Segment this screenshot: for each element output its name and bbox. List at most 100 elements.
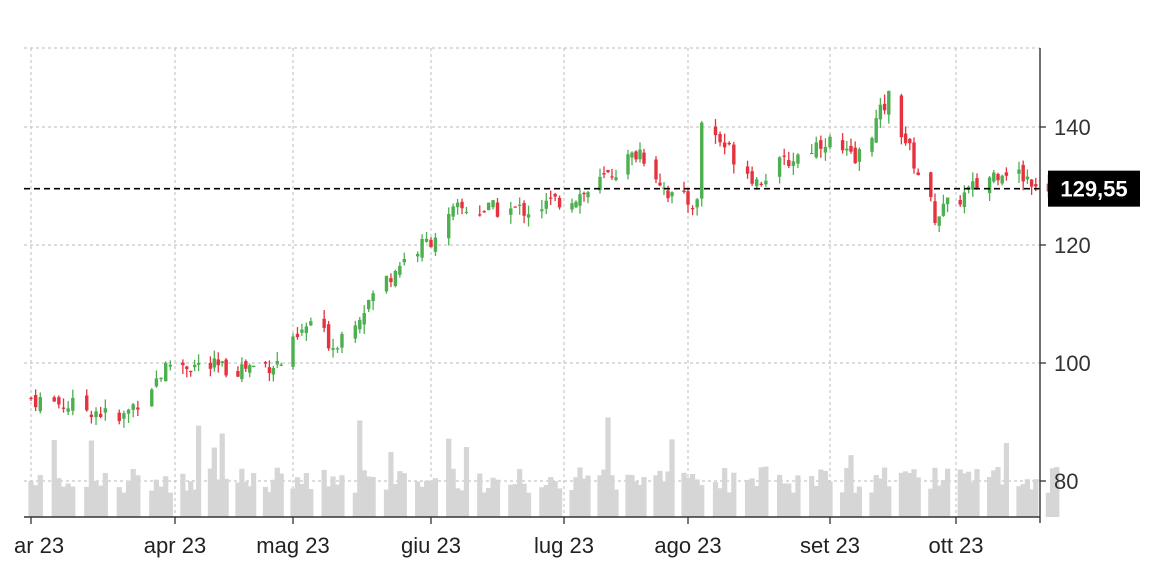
candle-body	[870, 138, 874, 152]
volume-bar	[685, 477, 691, 517]
candle-body	[777, 157, 782, 177]
volume-bar	[945, 468, 951, 517]
volume-bar	[886, 486, 892, 517]
candle-body	[912, 142, 916, 169]
volume-bar	[749, 478, 755, 517]
candle-body	[61, 407, 66, 409]
candle-body	[420, 238, 424, 258]
volume-bar	[552, 481, 558, 517]
candle-body	[874, 118, 878, 143]
volume-bar	[149, 490, 155, 517]
volume-bar	[432, 478, 439, 517]
volume-bar	[188, 481, 194, 517]
candle-body	[975, 178, 979, 189]
volume-bar	[423, 480, 430, 517]
candle-body	[455, 202, 460, 208]
candle-body	[1004, 172, 1009, 176]
candle-body	[1021, 164, 1025, 182]
volume-bar	[731, 472, 737, 517]
volume-bar	[1050, 468, 1056, 517]
volume-bar	[517, 469, 523, 517]
volume-bar	[247, 486, 253, 517]
volume-bar	[153, 479, 160, 517]
axes: 80 100 120 140 ar 23 apr 23 mag 23 giu 23 lug 23…	[14, 48, 1091, 558]
volume-bar	[844, 467, 850, 517]
volume-bar	[397, 471, 403, 517]
volume-bar	[415, 481, 421, 517]
candle-body	[1000, 175, 1004, 184]
volume-bar	[665, 471, 671, 517]
volume-bar	[633, 481, 639, 517]
volume-bar	[629, 475, 635, 517]
volume-bars	[28, 417, 1060, 517]
candle-body	[929, 172, 933, 198]
candle-body	[992, 172, 996, 182]
candle-body	[878, 104, 883, 120]
volume-bar	[28, 481, 34, 517]
volume-bar	[987, 476, 993, 517]
candle-body	[335, 348, 340, 350]
candle-body	[366, 299, 371, 310]
candle-body	[823, 146, 828, 153]
volume-bar	[1016, 486, 1022, 517]
candle-body	[962, 192, 967, 208]
candle-body	[159, 377, 163, 380]
candle-body	[185, 366, 189, 370]
x-tick-label: lug 23	[534, 533, 594, 558]
candle-body	[150, 389, 154, 407]
volume-bar	[790, 492, 796, 517]
volume-bar	[339, 475, 345, 517]
volume-bar	[877, 478, 883, 517]
volume-bar	[33, 485, 39, 517]
candle-body	[666, 190, 670, 199]
volume-bar	[1029, 489, 1035, 517]
volume-bar	[274, 467, 280, 517]
volume-bar	[219, 433, 225, 517]
volume-bar	[758, 467, 764, 517]
volume-bar	[569, 490, 575, 517]
current-price-tag	[1048, 170, 1140, 207]
volume-bar	[388, 452, 394, 517]
volume-bar	[585, 475, 591, 517]
candle-body	[814, 142, 818, 158]
candle-body	[695, 199, 699, 208]
volume-bar	[689, 473, 696, 517]
volume-bar	[856, 486, 862, 517]
candle-body	[958, 199, 962, 205]
volume-bar	[116, 487, 122, 517]
volume-bar	[192, 489, 198, 517]
volume-bar	[215, 479, 221, 517]
candle-body	[638, 149, 642, 160]
x-tick-label: ott 23	[928, 533, 983, 558]
candle-body	[819, 140, 823, 149]
candle-body	[482, 211, 486, 213]
volume-bar	[184, 490, 190, 517]
volume-bar	[873, 475, 879, 517]
candle-body	[389, 278, 393, 283]
candle-body	[189, 370, 193, 373]
volume-bar	[694, 479, 700, 517]
volume-bar	[795, 475, 801, 517]
candle-body	[38, 397, 42, 412]
volume-bar	[597, 475, 603, 517]
candle-body	[887, 90, 891, 115]
volume-bar	[446, 438, 452, 517]
volume-bar	[613, 489, 619, 517]
candle-body	[882, 103, 887, 111]
volume-bar	[98, 485, 104, 517]
candle-body	[933, 201, 937, 223]
volume-bar	[278, 473, 284, 517]
candle-body	[415, 253, 420, 257]
candle-body	[326, 324, 331, 349]
volume-bar	[207, 468, 213, 517]
candle-body	[251, 365, 256, 367]
volume-bar	[211, 447, 217, 517]
candle-body	[987, 177, 992, 194]
volume-bar	[270, 479, 276, 517]
candle-body	[602, 173, 606, 175]
volume-bar	[966, 471, 972, 517]
candle-body	[98, 413, 103, 418]
candle-body	[517, 204, 522, 206]
